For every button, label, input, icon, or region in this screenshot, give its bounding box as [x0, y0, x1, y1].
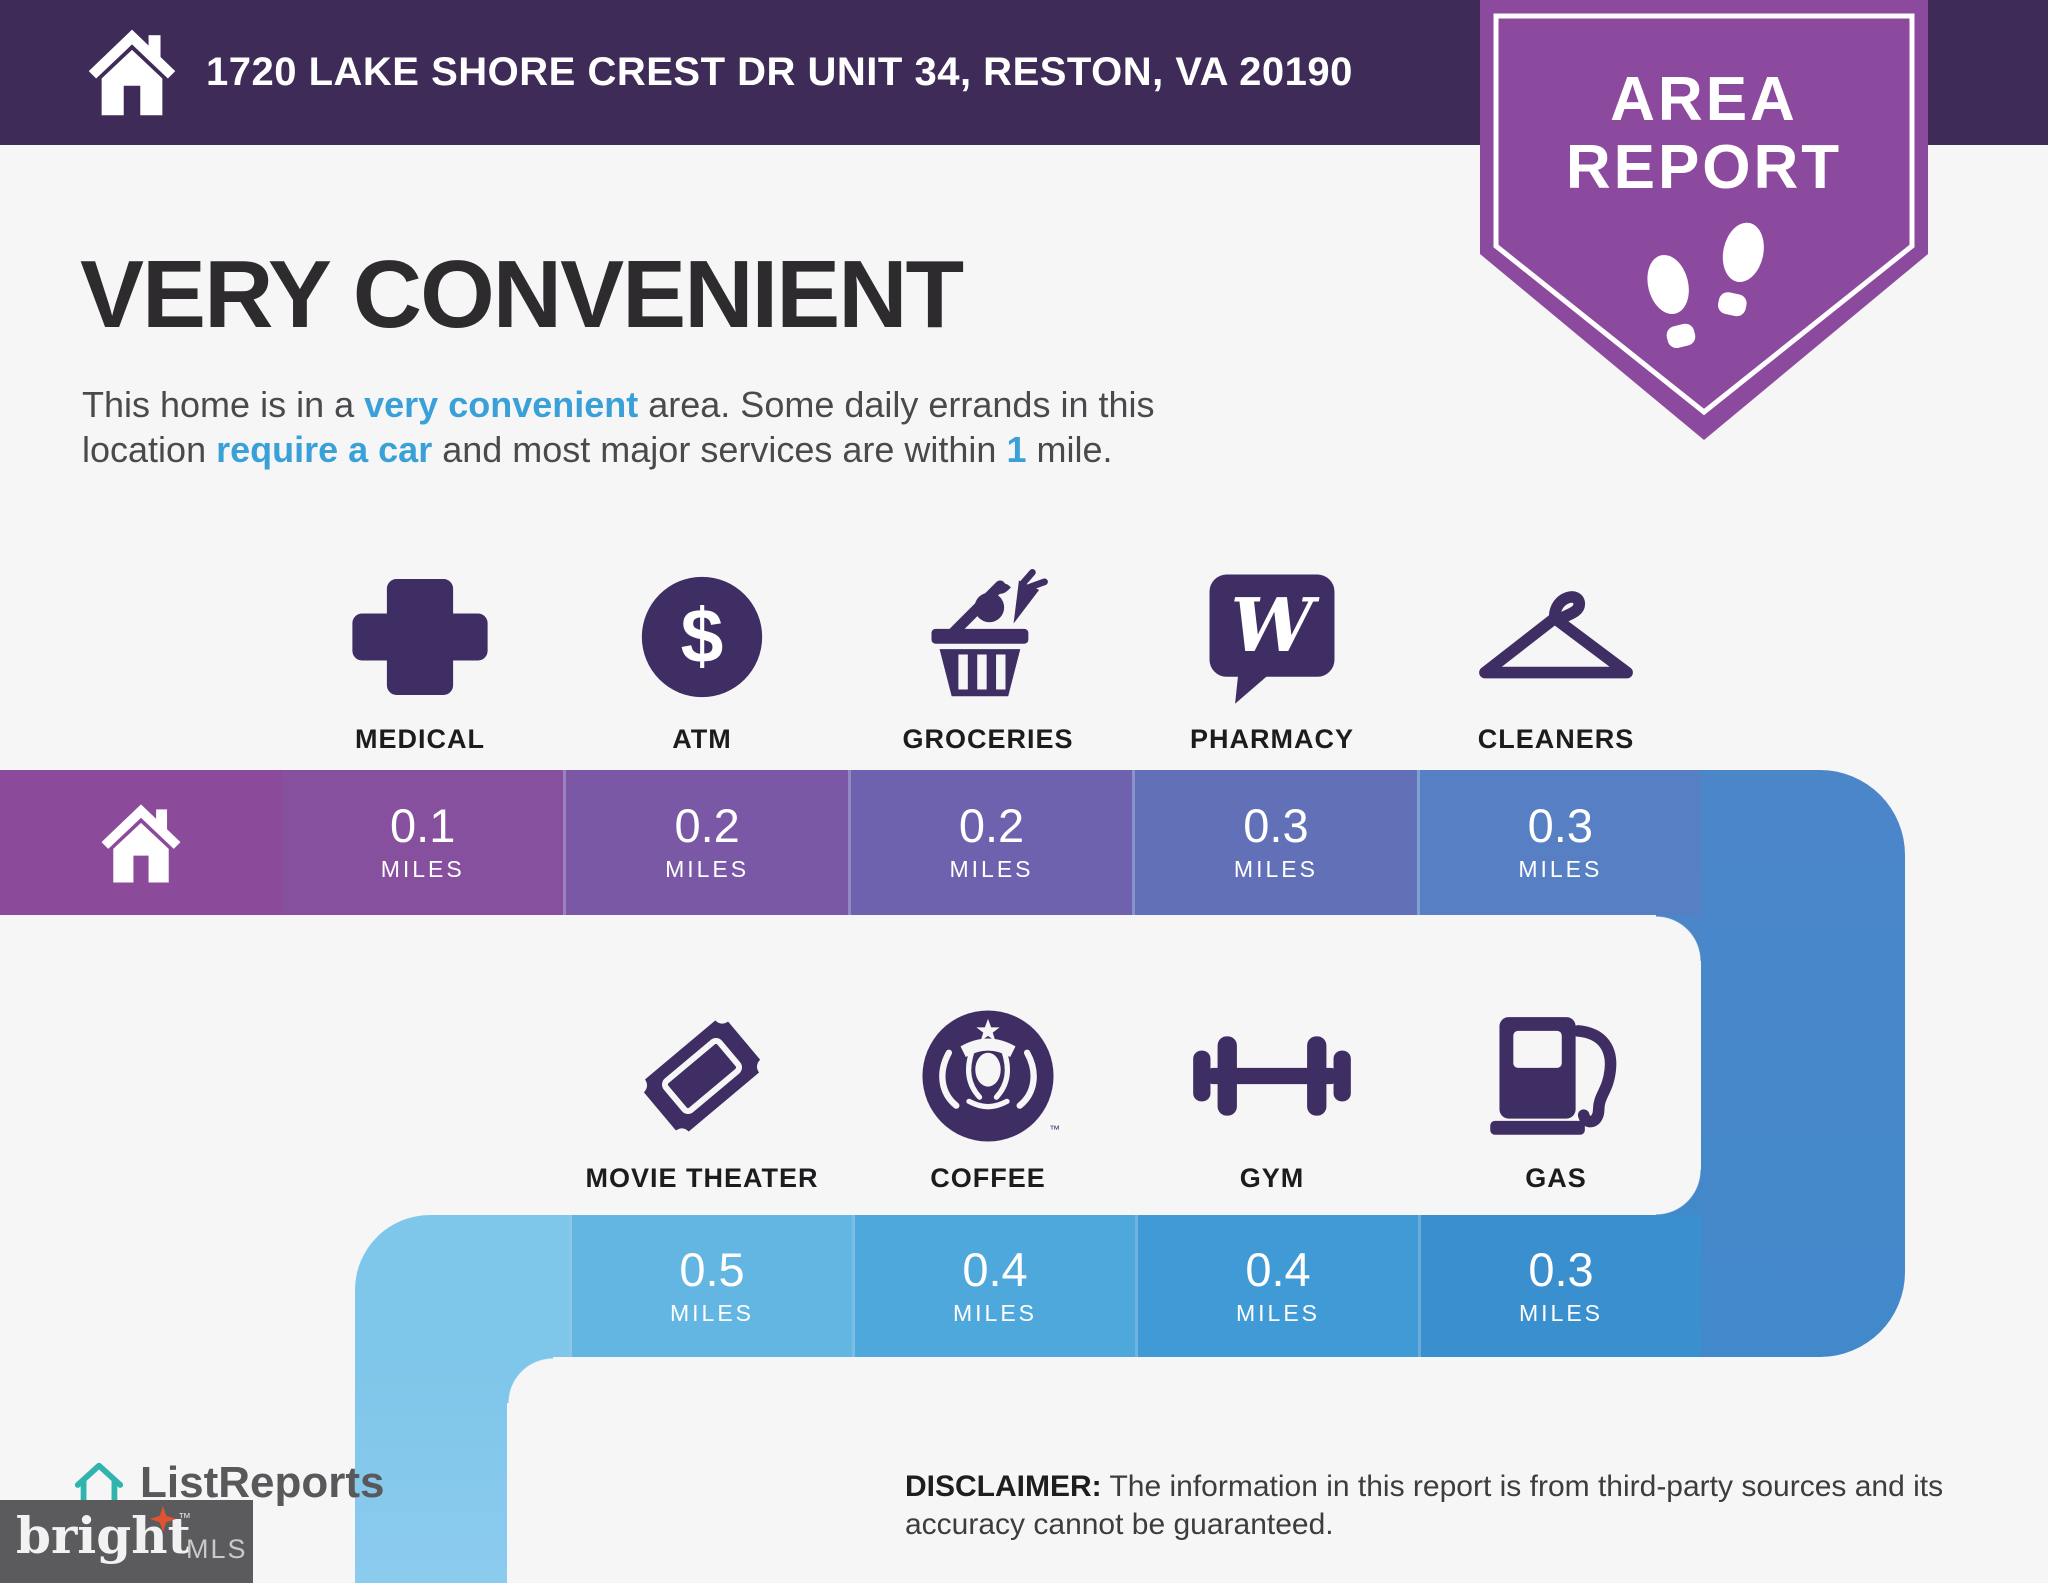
amenity-atm: $ ATM [552, 556, 852, 755]
path-elbow-tile [355, 1215, 569, 1357]
distance-bar-1: 0.1 MILES 0.2 MILES 0.2 MILES 0.3 MILES … [0, 770, 1702, 915]
distance-value: 0.4 [962, 1242, 1028, 1296]
amenity-label: COFFEE [930, 1163, 1046, 1193]
summary-text: area. Some daily errands in this [638, 384, 1155, 425]
distance-bar-2: 0.5 MILES 0.4 MILES 0.4 MILES 0.3 MILES [355, 1215, 1701, 1357]
svg-text:$: $ [681, 594, 724, 680]
path-fillet [507, 1357, 553, 1403]
summary-text: and most major services are within [432, 429, 1007, 471]
pharmacy-w-icon: W [1209, 574, 1335, 704]
distance-value: 0.2 [674, 799, 740, 852]
amenity-pharmacy: W PHARMACY [1122, 556, 1422, 755]
distance-unit: MILES [380, 856, 465, 882]
hanger-icon [1479, 591, 1633, 679]
distance-unit: MILES [665, 856, 750, 882]
distance-tile-coffee: 0.4 MILES [852, 1215, 1135, 1357]
distance-unit: MILES [952, 1299, 1038, 1326]
svg-text:W: W [1231, 583, 1320, 669]
bright-star-icon [150, 1506, 176, 1532]
amenity-label: MEDICAL [355, 724, 485, 754]
grocery-basket-icon [931, 569, 1048, 697]
movie-ticket-icon [629, 1005, 775, 1147]
distance-value: 0.5 [679, 1242, 745, 1296]
page-title: VERY CONVENIENT [80, 241, 964, 348]
svg-text:™: ™ [1049, 1124, 1060, 1136]
distance-tile-medical: 0.1 MILES [282, 770, 564, 915]
property-address: 1720 LAKE SHORE CREST DR UNIT 34, RESTON… [206, 50, 1353, 94]
amenity-movie-theater: MOVIE THEATER [552, 995, 852, 1194]
summary-accent-very-convenient: very convenient [364, 384, 639, 425]
amenity-gas: GAS [1406, 995, 1706, 1194]
home-icon [101, 803, 181, 882]
badge-line1: AREA [1610, 65, 1798, 134]
distance-unit: MILES [1233, 856, 1318, 882]
amenity-coffee: ™ COFFEE [838, 995, 1138, 1194]
footprints-icon [1647, 222, 1764, 349]
atm-dollar-icon: $ [641, 576, 763, 698]
gas-pump-icon [1490, 1016, 1617, 1135]
trademark-symbol: ™ [178, 1510, 191, 1525]
distance-unit: MILES [1518, 856, 1603, 882]
amenity-label: CLEANERS [1477, 724, 1635, 754]
distance-tile-movie-theater: 0.5 MILES [569, 1215, 852, 1357]
summary-accent-one: 1 [1006, 429, 1027, 471]
distance-tile-gas: 0.3 MILES [1418, 1215, 1701, 1357]
amenity-groceries: GROCERIES [838, 556, 1138, 755]
distance-tile-pharmacy: 0.3 MILES [1132, 770, 1417, 915]
listreports-logo: ListReports [70, 1456, 384, 1510]
distance-unit: MILES [949, 856, 1034, 882]
summary-line1: This home is in a very convenient area. … [82, 382, 1155, 427]
distance-value: 0.4 [1245, 1242, 1311, 1296]
distance-tile-cleaners: 0.3 MILES [1416, 770, 1702, 915]
distance-value: 0.1 [390, 799, 456, 852]
summary-paragraph: This home is in a very convenient area. … [82, 382, 1155, 473]
distance-unit: MILES [1518, 1299, 1604, 1326]
summary-line2: location require a car and most major se… [82, 427, 1155, 472]
disclaimer-label: DISCLAIMER: [905, 1470, 1102, 1503]
path-left-connector [355, 1356, 507, 1583]
path-right-connector [1701, 770, 1905, 1357]
summary-text: location [82, 429, 217, 471]
amenity-label: ATM [672, 724, 732, 754]
home-tile [0, 770, 282, 915]
distance-value: 0.2 [958, 799, 1025, 852]
amenity-cleaners: CLEANERS [1406, 556, 1706, 755]
amenity-label: PHARMACY [1189, 724, 1354, 754]
dumbbell-icon [1193, 1036, 1351, 1116]
mls-wordmark: MLS [186, 1534, 248, 1564]
distance-value: 0.3 [1243, 799, 1309, 852]
distance-tile-groceries: 0.2 MILES [847, 770, 1133, 915]
coffee-siren-icon: ™ [922, 1010, 1060, 1142]
path-fillet [1656, 915, 1702, 961]
amenity-label: MOVIE THEATER [585, 1163, 819, 1193]
summary-text: mile. [1026, 429, 1113, 471]
amenity-label: GYM [1239, 1163, 1305, 1193]
amenity-gym: GYM [1122, 995, 1422, 1194]
amenity-label: GROCERIES [902, 724, 1074, 754]
area-report-badge: AREA REPORT [1480, 0, 1928, 440]
distance-value: 0.3 [1527, 799, 1593, 852]
distance-value: 0.3 [1528, 1242, 1594, 1296]
badge-line2: REPORT [1566, 133, 1842, 202]
listreports-wordmark: ListReports [140, 1458, 385, 1507]
disclaimer-text: The information in this report is from t… [905, 1470, 1944, 1541]
distance-tile-atm: 0.2 MILES [563, 770, 848, 915]
summary-accent-require-a-car: require a car [216, 429, 433, 471]
distance-unit: MILES [669, 1299, 755, 1326]
summary-text: This home is in a [82, 384, 365, 425]
path-fillet [1656, 1170, 1702, 1216]
home-icon [88, 29, 176, 116]
bright-mls-logo: bright ™ MLS [0, 1500, 253, 1583]
disclaimer: DISCLAIMER: The information in this repo… [905, 1468, 2000, 1543]
amenity-label: GAS [1525, 1163, 1587, 1193]
distance-tile-gym: 0.4 MILES [1135, 1215, 1418, 1357]
distance-unit: MILES [1235, 1299, 1321, 1326]
amenity-medical: MEDICAL [270, 556, 570, 755]
medical-cross-icon [352, 579, 488, 695]
